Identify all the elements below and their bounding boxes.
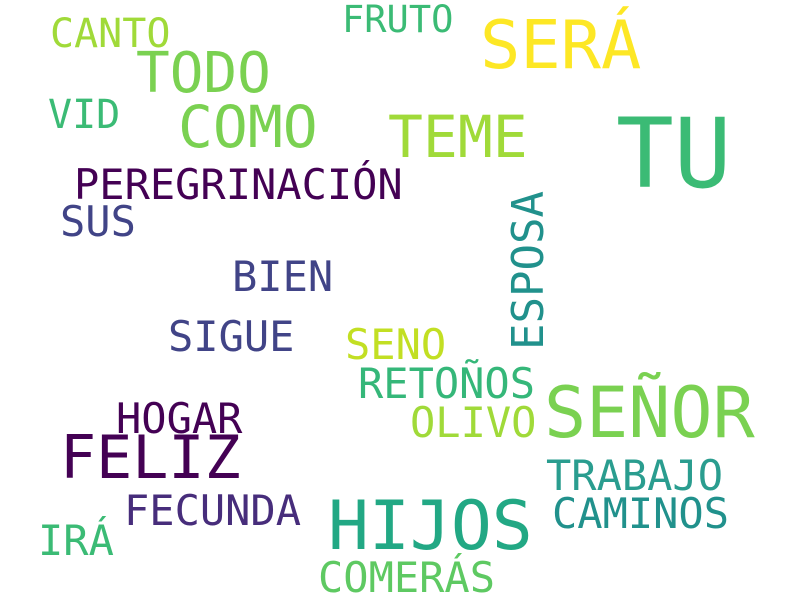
word-comeras: COMERÁS bbox=[318, 553, 496, 600]
word-ira: IRÁ bbox=[38, 516, 114, 565]
word-feliz: FELIZ bbox=[60, 423, 241, 493]
word-sigue: SIGUE bbox=[168, 312, 295, 361]
word-hijos: HIJOS bbox=[328, 487, 533, 566]
word-como: COMO bbox=[178, 93, 318, 161]
word-retonos: RETOÑOS bbox=[358, 359, 536, 408]
word-todo: TODO bbox=[136, 41, 271, 106]
word-esposa: ESPOSA bbox=[503, 191, 554, 350]
word-tu: TU bbox=[616, 98, 732, 210]
word-seno: SENO bbox=[345, 320, 447, 369]
word-bien: BIEN bbox=[232, 252, 334, 301]
word-fecunda: FECUNDA bbox=[124, 486, 302, 535]
word-olivo: OLIVO bbox=[410, 398, 537, 447]
word-trabajo: TRABAJO bbox=[546, 451, 724, 500]
word-sera: SERÁ bbox=[480, 6, 642, 84]
word-hogar: HOGAR bbox=[116, 394, 243, 443]
word-teme: TEME bbox=[388, 103, 528, 171]
word-senor: SEÑOR bbox=[544, 372, 755, 454]
word-peregrinacion: PEREGRINACIÓN bbox=[74, 160, 403, 209]
word-canto: CANTO bbox=[50, 11, 171, 57]
word-vid: VID bbox=[48, 92, 121, 138]
word-sus: SUS bbox=[60, 197, 136, 246]
word-caminos: CAMINOS bbox=[552, 489, 730, 538]
word-fruto: FRUTO bbox=[342, 0, 454, 41]
